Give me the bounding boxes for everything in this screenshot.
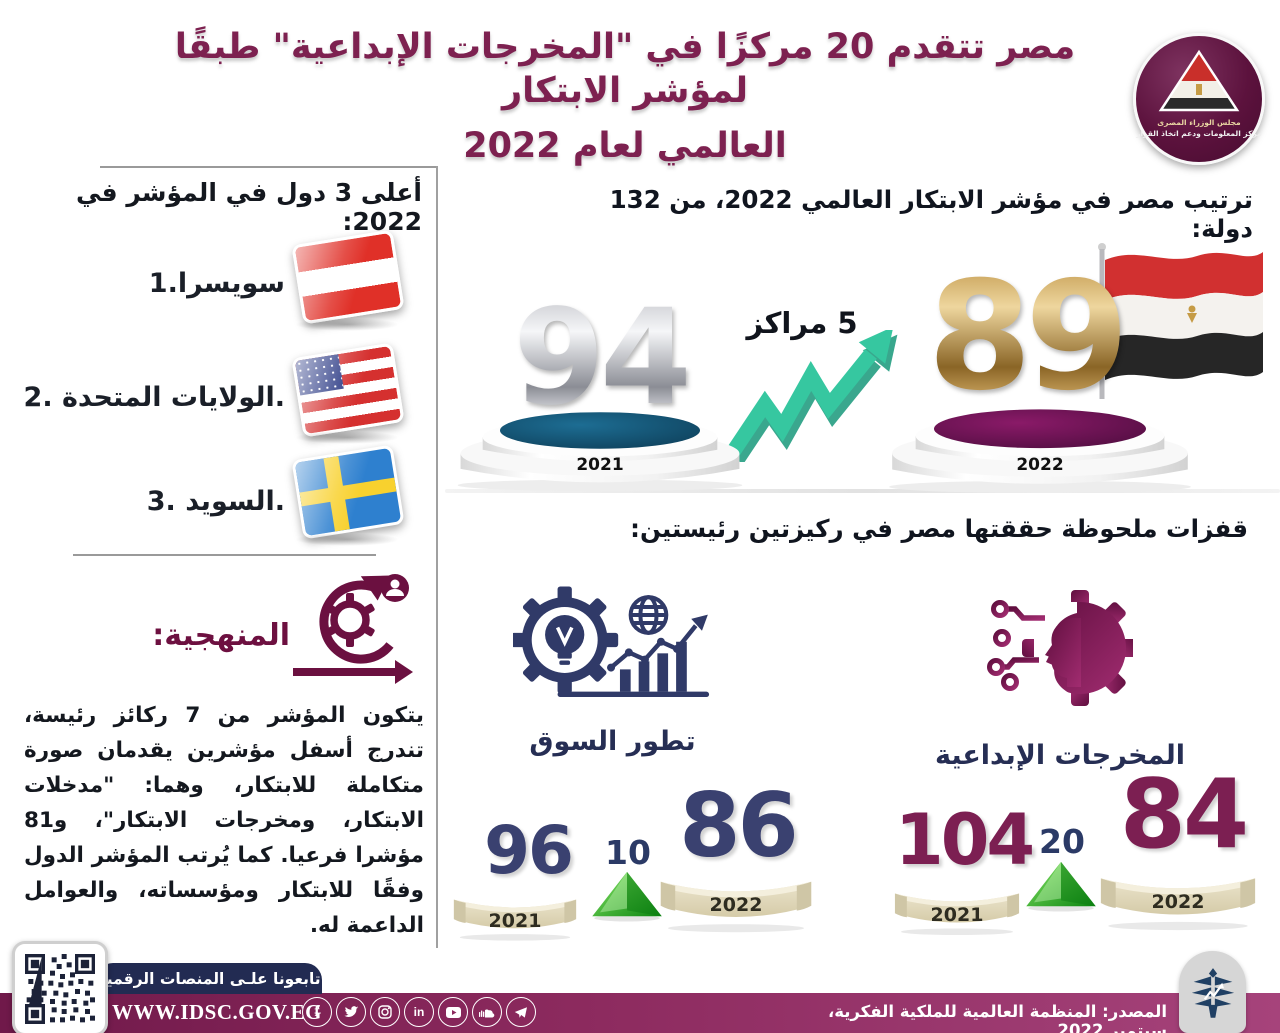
methodology-heading: المنهجية:	[152, 618, 290, 653]
market-year-2021: 2021	[488, 909, 542, 932]
left-column-mid-divider	[73, 554, 376, 556]
market-year-2022: 2022	[709, 894, 763, 917]
pedestal-2021: 2021	[455, 392, 745, 492]
top-countries-heading: أعلى 3 دول في المؤشر في 2022:	[76, 178, 422, 236]
telegram-icon[interactable]	[506, 997, 536, 1027]
idsc-cabinet-logo: مجلس الوزراء المصرى مركز المعلومات ودعم …	[1133, 33, 1265, 165]
creative-year-2022: 2022	[1151, 891, 1205, 914]
market-pillar-label: تطور السوق	[529, 726, 696, 757]
youtube-icon[interactable]	[438, 997, 468, 1027]
market-change-number: 10	[605, 833, 651, 872]
creative-rank-2022: 84	[1119, 760, 1249, 870]
country-3-label: 3. السويد.	[146, 486, 285, 517]
creative-pedestal-2022: 2022	[1096, 850, 1260, 938]
market-pedestal-2022: 2022	[656, 854, 816, 940]
methodology-body: يتكون المؤشر من 7 ركائز رئيسة، تندرج أسف…	[24, 703, 424, 939]
website-url[interactable]: WWW.IDSC.GOV.EG	[112, 1000, 322, 1024]
logo-org-line2: مركز المعلومات ودعم اتخاذ القرار	[1136, 129, 1262, 139]
social-icons-row: f in	[302, 997, 536, 1027]
methodology-process-icon	[293, 574, 413, 684]
usa-flag	[291, 342, 405, 438]
flag-shadow	[295, 533, 399, 546]
creative-year-2021: 2021	[930, 903, 984, 926]
pedestal-2022: 2022	[880, 388, 1200, 494]
growth-zigzag-arrow-icon	[726, 330, 898, 462]
creative-pillar-label: المخرجات الإبداعية	[934, 740, 1186, 771]
rank-2021-number: 94	[505, 292, 695, 424]
source-text: المصدر: المنظمة العالمية للملكية الفكرية…	[827, 1002, 1167, 1033]
creative-outputs-icon	[987, 590, 1133, 706]
flag-shadow	[295, 318, 399, 331]
ranking-heading: ترتيب مصر في مؤشر الابتكار العالمي 2022،…	[609, 185, 1253, 243]
green-up-triangle-icon	[592, 871, 662, 922]
country-2-label: 2. الولايات المتحدة.	[23, 382, 285, 413]
pedestal-2021-year: 2021	[576, 455, 624, 475]
market-rank-2021: 96	[484, 812, 574, 889]
twitter-icon[interactable]	[336, 997, 366, 1027]
pillars-heading: قفزات ملحوظة حققتها مصر في ركيزتين رئيست…	[630, 514, 1248, 543]
creative-change-number: 20	[1039, 822, 1085, 861]
page-title-line2: العالمي لعام 2022	[463, 125, 787, 166]
usa-flag-canton	[294, 354, 344, 396]
footer-bar	[0, 993, 1280, 1033]
qr-code[interactable]	[12, 941, 108, 1033]
follow-us-tab: تابعونا علـى المنصات الرقمية	[96, 963, 322, 994]
facebook-icon[interactable]: f	[302, 997, 332, 1027]
rank-2022-number: 89	[925, 262, 1130, 412]
eagle-icon	[1191, 968, 1234, 1018]
egypt-flag	[1098, 243, 1263, 399]
qr-code-pattern	[25, 953, 95, 1024]
green-up-triangle-icon	[1026, 861, 1096, 912]
logo-org-line1: مجلس الوزراء المصرى	[1157, 118, 1241, 127]
page-title: مصر تتقدم 20 مركزًا في "المخرجات الإبداع…	[130, 26, 1120, 166]
vertical-divider	[436, 166, 438, 948]
follow-us-label: تابعونا علـى المنصات الرقمية	[97, 969, 321, 988]
country-1-label: 1.سويسرا	[148, 268, 285, 299]
market-pedestal-2021: 2021	[450, 874, 580, 950]
soundcloud-icon[interactable]	[472, 997, 502, 1027]
flag-shadow	[295, 431, 399, 444]
market-development-icon	[513, 586, 710, 698]
egypt-triangle-emblem	[1158, 49, 1240, 112]
rank-change-label: 5 مراكز	[746, 306, 858, 340]
creative-pedestal-2021: 2021	[891, 868, 1023, 944]
creative-rank-2021: 104	[895, 799, 1035, 881]
egypt-flag-eagle	[1187, 305, 1197, 323]
left-column-top-divider	[100, 166, 437, 168]
page-title-line1: مصر تتقدم 20 مركزًا في "المخرجات الإبداع…	[174, 27, 1076, 111]
linkedin-icon[interactable]: in	[404, 997, 434, 1027]
switzerland-flag	[291, 229, 405, 325]
instagram-icon[interactable]	[370, 997, 400, 1027]
pedestal-2022-year: 2022	[1016, 454, 1064, 475]
sweden-flag	[291, 444, 405, 540]
right-section-divider	[445, 489, 1280, 493]
market-rank-2022: 86	[679, 774, 798, 877]
idsc-eagle-badge	[1179, 951, 1246, 1033]
